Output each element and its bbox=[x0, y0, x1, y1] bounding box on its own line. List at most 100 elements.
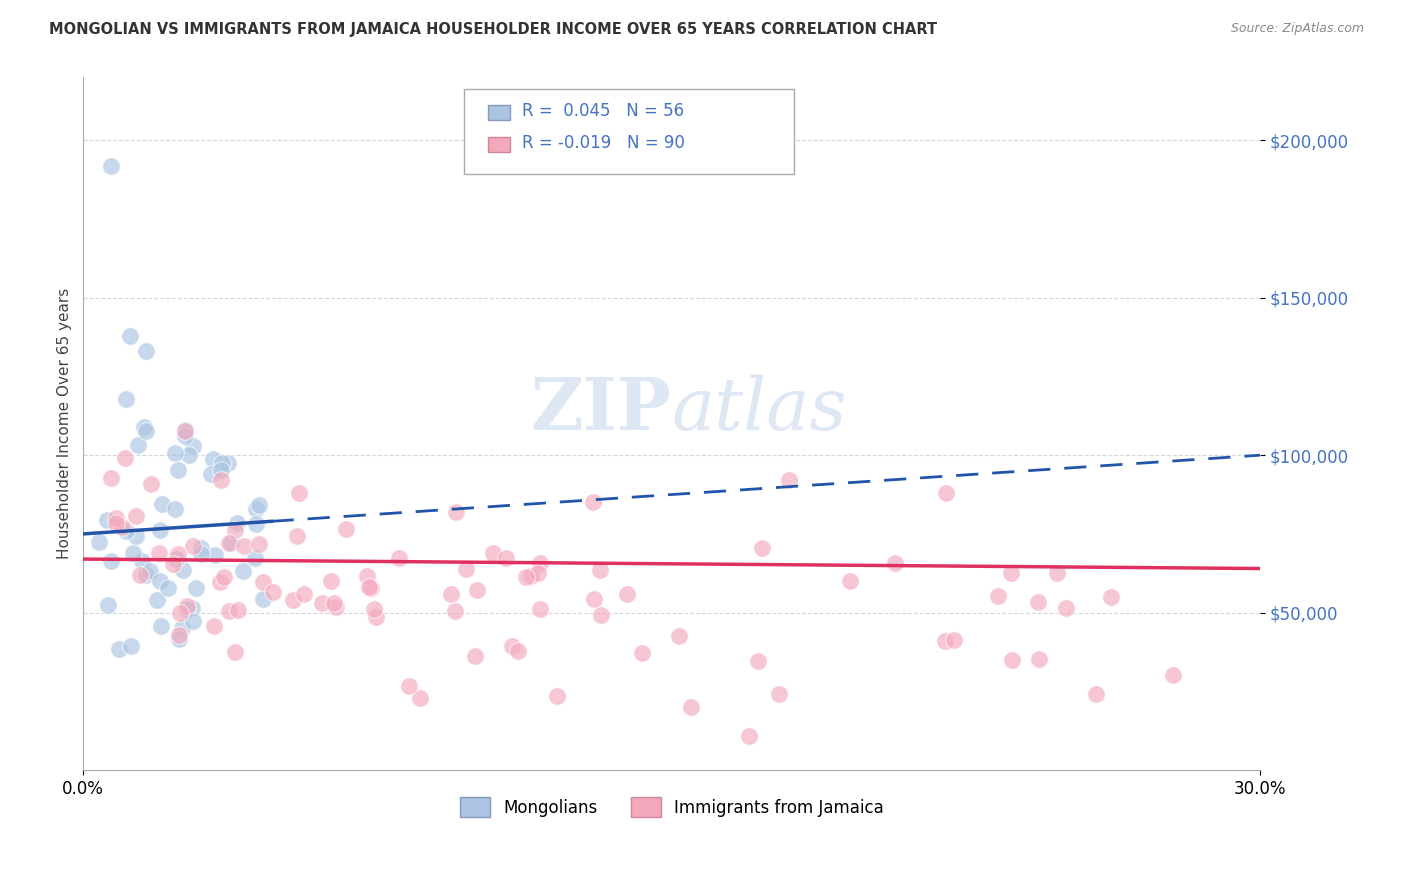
Point bbox=[335, 522, 357, 536]
Point bbox=[149, 524, 172, 538]
Point bbox=[100, 471, 122, 485]
Point bbox=[444, 604, 467, 618]
Point bbox=[839, 574, 862, 588]
Point bbox=[529, 602, 551, 616]
Point bbox=[589, 608, 612, 623]
Point bbox=[172, 563, 194, 577]
Point bbox=[388, 551, 411, 566]
Point bbox=[139, 564, 162, 578]
Point bbox=[481, 546, 503, 560]
Point bbox=[135, 344, 157, 359]
Point bbox=[668, 629, 690, 643]
Legend: Mongolians, Immigrants from Jamaica: Mongolians, Immigrants from Jamaica bbox=[453, 790, 890, 824]
Text: atlas: atlas bbox=[672, 375, 848, 445]
Point bbox=[181, 614, 204, 628]
Point bbox=[128, 568, 150, 582]
Point bbox=[464, 649, 486, 664]
Point bbox=[212, 570, 235, 584]
Point bbox=[226, 603, 249, 617]
Point bbox=[883, 557, 905, 571]
Point bbox=[121, 545, 143, 559]
Point bbox=[359, 580, 381, 594]
Point bbox=[180, 600, 202, 615]
Point bbox=[292, 587, 315, 601]
Point bbox=[631, 646, 654, 660]
Point bbox=[515, 570, 537, 584]
Point bbox=[219, 536, 242, 550]
Point bbox=[768, 687, 790, 701]
Point bbox=[738, 729, 761, 743]
Point bbox=[747, 654, 769, 668]
Point bbox=[243, 550, 266, 565]
Point bbox=[181, 439, 204, 453]
Point bbox=[943, 632, 966, 647]
Point bbox=[209, 463, 232, 477]
Point bbox=[440, 587, 463, 601]
Point bbox=[288, 486, 311, 500]
Point bbox=[170, 621, 193, 635]
Point bbox=[167, 547, 190, 561]
Point bbox=[495, 551, 517, 566]
Point bbox=[360, 581, 382, 595]
Point bbox=[209, 474, 232, 488]
Point bbox=[204, 548, 226, 562]
Point bbox=[935, 486, 957, 500]
Point bbox=[148, 546, 170, 560]
Point bbox=[1054, 600, 1077, 615]
Point bbox=[1000, 566, 1022, 581]
Point bbox=[319, 574, 342, 588]
Point bbox=[311, 596, 333, 610]
Point bbox=[285, 528, 308, 542]
Point bbox=[589, 563, 612, 577]
Point bbox=[582, 495, 605, 509]
Point bbox=[111, 519, 134, 533]
Point bbox=[778, 474, 800, 488]
Point bbox=[131, 554, 153, 568]
Y-axis label: Householder Income Over 65 years: Householder Income Over 65 years bbox=[58, 288, 72, 559]
Point bbox=[1001, 653, 1024, 667]
Point bbox=[546, 689, 568, 703]
Point bbox=[232, 564, 254, 578]
Point bbox=[363, 602, 385, 616]
Point bbox=[465, 582, 488, 597]
Point bbox=[190, 547, 212, 561]
Point bbox=[89, 535, 111, 549]
Point bbox=[124, 508, 146, 523]
Point bbox=[176, 599, 198, 613]
Point bbox=[527, 566, 550, 580]
Point bbox=[184, 582, 207, 596]
Point bbox=[519, 569, 541, 583]
Point bbox=[132, 420, 155, 434]
Point bbox=[169, 606, 191, 620]
Point bbox=[163, 445, 186, 459]
Point bbox=[224, 523, 246, 537]
Point bbox=[582, 591, 605, 606]
Point bbox=[115, 524, 138, 538]
Point bbox=[174, 429, 197, 443]
Point bbox=[174, 425, 197, 439]
Point bbox=[163, 502, 186, 516]
Point bbox=[176, 602, 198, 616]
Point bbox=[115, 392, 138, 406]
Point bbox=[139, 477, 162, 491]
Point bbox=[454, 562, 477, 576]
Point bbox=[190, 541, 212, 556]
Point bbox=[208, 574, 231, 589]
Point bbox=[218, 536, 240, 550]
Point bbox=[149, 618, 172, 632]
Point bbox=[166, 463, 188, 477]
Point bbox=[174, 423, 197, 437]
Point bbox=[233, 539, 256, 553]
Point bbox=[156, 581, 179, 595]
Point bbox=[283, 592, 305, 607]
Point bbox=[616, 587, 638, 601]
Point bbox=[162, 557, 184, 571]
Point bbox=[1046, 566, 1069, 580]
Point bbox=[1028, 651, 1050, 665]
Point bbox=[105, 511, 128, 525]
Point bbox=[681, 700, 703, 714]
Text: MONGOLIAN VS IMMIGRANTS FROM JAMAICA HOUSEHOLDER INCOME OVER 65 YEARS CORRELATIO: MONGOLIAN VS IMMIGRANTS FROM JAMAICA HOU… bbox=[49, 22, 938, 37]
Point bbox=[202, 619, 225, 633]
Point bbox=[1161, 668, 1184, 682]
Point bbox=[120, 328, 142, 343]
